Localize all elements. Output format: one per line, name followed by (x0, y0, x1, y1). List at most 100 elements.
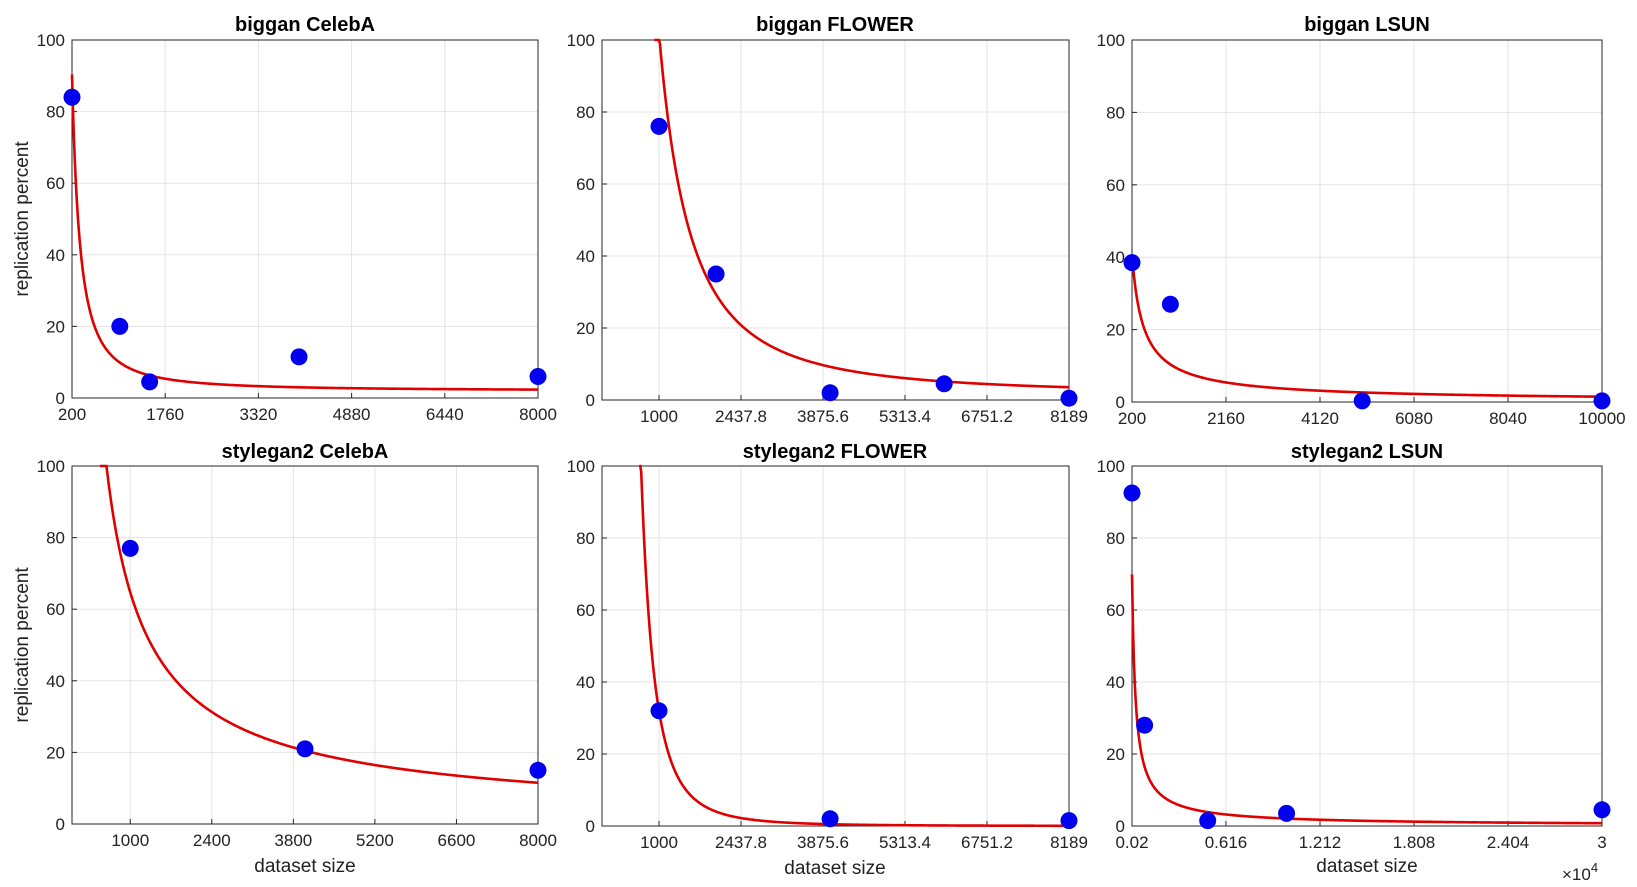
x-tick-label: 8000 (519, 405, 557, 424)
chart-title-2: biggan LSUN (1304, 14, 1430, 36)
y-tick-label: 60 (46, 600, 65, 619)
x-tick-label: 5200 (356, 831, 394, 850)
y-tick-label: 60 (576, 601, 595, 620)
points-3 (121, 539, 547, 779)
x-axis-label-4: dataset size (784, 858, 885, 879)
x-tick-label: 3875.6 (797, 407, 849, 426)
x-tick-label: 5313.4 (879, 833, 931, 852)
panel-stylegan2-flower: 1000 2437.8 3875.6 5313.4 6751.2 8189 0 20 40 60 8… (567, 441, 1088, 879)
y-tick-label: 80 (576, 103, 595, 122)
ticks-4: 1000 2437.8 3875.6 5313.4 6751.2 8189 0 20 40 60 8… (567, 457, 1088, 852)
y-tick-label: 100 (37, 457, 65, 476)
data-point (1199, 812, 1217, 830)
y-tick-label: 40 (46, 672, 65, 691)
data-point (296, 740, 314, 758)
x-tick-label: 4880 (333, 405, 371, 424)
points-1 (650, 117, 1078, 407)
ticks-3: 1000 2400 3800 5200 6600 8000 0 20 40 60 80 100 (37, 457, 557, 850)
data-point (290, 348, 308, 366)
grid-4 (602, 465, 1070, 827)
y-tick-label: 80 (46, 103, 65, 122)
y-tick-label: 100 (37, 31, 65, 50)
data-point (1593, 392, 1611, 410)
data-point (707, 265, 725, 283)
plot-frame-3 (71, 465, 539, 825)
fit-curve-3 (99, 464, 539, 785)
points-2 (1123, 254, 1611, 410)
data-point (650, 117, 668, 135)
ticks-1: 1000 2437.8 3875.6 5313.4 6751.2 8189 0 20 40 60 8… (567, 31, 1088, 426)
y-tick-label: 20 (1106, 745, 1125, 764)
y-tick-label: 100 (1097, 31, 1125, 50)
data-point (821, 810, 839, 828)
y-tick-label: 40 (1106, 248, 1125, 267)
y-tick-label: 0 (56, 389, 65, 408)
y-tick-label: 60 (1106, 601, 1125, 620)
y-tick-label: 0 (586, 817, 595, 836)
x-tick-label: 5313.4 (879, 407, 931, 426)
y-axis-label-3: replication percent (12, 567, 33, 723)
x-tick-label: 0.02 (1115, 833, 1148, 852)
y-tick-label: 0 (1116, 393, 1125, 412)
y-tick-label: 80 (1106, 529, 1125, 548)
data-point (1060, 812, 1078, 830)
x-tick-label: 8040 (1489, 409, 1527, 428)
y-tick-label: 40 (46, 246, 65, 265)
y-tick-label: 80 (1106, 103, 1125, 122)
y-tick-label: 20 (576, 319, 595, 338)
x-tick-label: 2437.8 (715, 833, 767, 852)
plot-frame-4 (601, 465, 1070, 827)
x-axis-exponent: ×104 (1562, 860, 1598, 884)
panel-stylegan2-celeba: 1000 2400 3800 5200 6600 8000 0 20 40 60 80 100 sty… (12, 441, 557, 877)
x-axis-exponent-power: 4 (1591, 860, 1598, 875)
x-tick-label: 1000 (640, 407, 678, 426)
x-tick-label: 10000 (1578, 409, 1625, 428)
x-tick-label: 2437.8 (715, 407, 767, 426)
y-tick-label: 0 (586, 391, 595, 410)
x-tick-label: 1.808 (1393, 833, 1436, 852)
points-5 (1123, 484, 1611, 830)
data-point (63, 88, 81, 106)
points-0 (63, 88, 547, 391)
x-tick-label: 3875.6 (797, 833, 849, 852)
data-point (1353, 392, 1371, 410)
y-tick-label: 100 (567, 31, 595, 50)
grid-2 (1131, 39, 1603, 403)
panel-stylegan2-lsun: 0.02 0.616 1.212 1.808 2.404 3 0 20 40 60 80 100 st… (1097, 441, 1611, 884)
data-point (141, 373, 159, 391)
data-point (111, 317, 129, 335)
data-point (529, 761, 547, 779)
chart-title-5: stylegan2 LSUN (1291, 441, 1443, 463)
y-tick-label: 100 (567, 457, 595, 476)
fit-curve-5 (1130, 574, 1602, 825)
chart-title-0: biggan CelebA (235, 14, 375, 36)
y-axis-label-0: replication percent (12, 141, 33, 297)
y-tick-label: 80 (46, 529, 65, 548)
x-tick-label: 1000 (111, 831, 149, 850)
data-point (1161, 295, 1179, 313)
chart-title-1: biggan FLOWER (756, 14, 914, 36)
grid-1 (602, 39, 1070, 401)
y-tick-label: 60 (576, 175, 595, 194)
x-axis-label-5: dataset size (1316, 856, 1417, 877)
x-tick-label: 2.404 (1487, 833, 1530, 852)
grid-5 (1131, 465, 1603, 827)
x-tick-label: 8189 (1050, 833, 1088, 852)
y-tick-label: 60 (46, 174, 65, 193)
data-point (1123, 254, 1141, 272)
fit-curve-4 (639, 464, 1069, 828)
x-tick-label: 2160 (1207, 409, 1245, 428)
x-tick-label: 0.616 (1205, 833, 1248, 852)
y-tick-label: 20 (46, 743, 65, 762)
data-point (1593, 801, 1611, 819)
x-tick-label: 200 (58, 405, 86, 424)
data-point (121, 539, 139, 557)
grid-0 (71, 39, 539, 399)
x-tick-label: 8189 (1050, 407, 1088, 426)
panel-biggan-flower: 1000 2437.8 3875.6 5313.4 6751.2 8189 0 20 40 60 8… (567, 14, 1088, 426)
y-tick-label: 40 (576, 673, 595, 692)
y-tick-label: 40 (576, 247, 595, 266)
data-point (821, 384, 839, 402)
y-tick-label: 0 (56, 815, 65, 834)
